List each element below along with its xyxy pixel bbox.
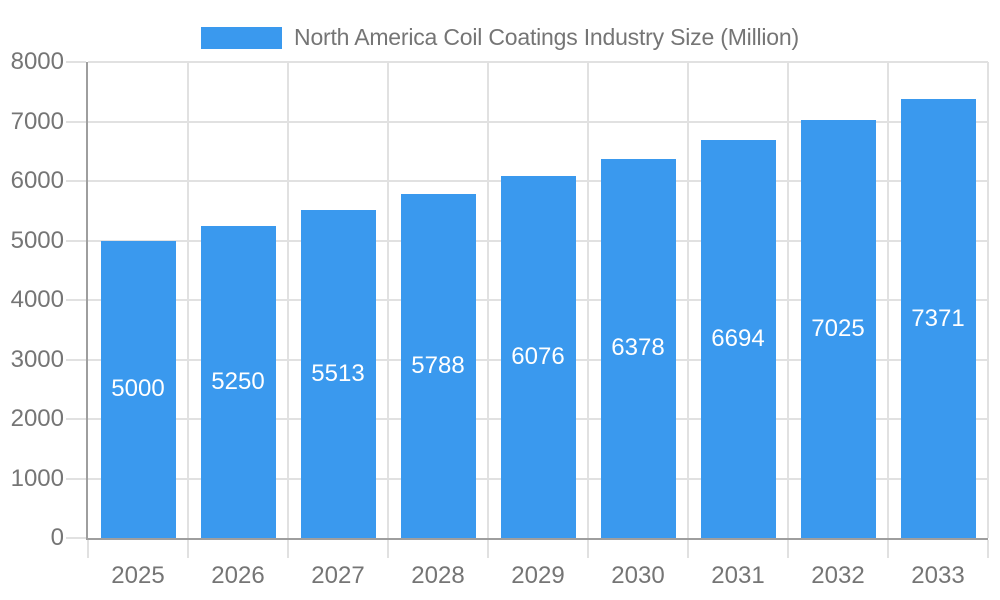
x-tick	[687, 540, 689, 558]
x-axis-label: 2031	[711, 562, 765, 589]
x-axis-label: 2029	[511, 562, 565, 589]
x-gridline	[487, 62, 489, 538]
bar-2025[interactable]: 5000	[100, 240, 176, 538]
x-tick	[987, 540, 989, 558]
bar-value-label: 7025	[811, 315, 865, 342]
y-axis-label: 2000	[10, 405, 64, 432]
legend-swatch	[201, 26, 283, 49]
bar-2032[interactable]: 7025	[800, 120, 876, 538]
x-axis-label: 2030	[611, 562, 665, 589]
bar-value-label: 5000	[111, 375, 165, 403]
legend-label: North America Coil Coatings Industry Siz…	[294, 24, 799, 50]
x-gridline	[587, 62, 589, 538]
bar-2033[interactable]: 7371	[900, 99, 976, 538]
bar-value-label: 5788	[411, 351, 465, 379]
x-axis-label: 2032	[811, 562, 865, 589]
plot-area: 5000 5250 5513 5788 6076 6378 6694 7025 7371	[66, 61, 989, 558]
y-axis-label: 7000	[10, 107, 64, 135]
x-gridline	[987, 62, 989, 538]
x-axis-label: 2033	[911, 562, 965, 589]
bar-2028[interactable]: 5788	[400, 193, 476, 538]
bar-value-label: 6076	[511, 343, 565, 371]
x-tick	[787, 540, 789, 558]
x-gridline	[687, 62, 689, 538]
bar-2031[interactable]: 6694	[700, 139, 776, 538]
x-axis-label: 2025	[111, 562, 165, 589]
y-axis-label: 1000	[10, 464, 64, 492]
y-tick	[66, 418, 86, 420]
bar-value-label: 5513	[311, 359, 365, 387]
y-tick	[66, 120, 86, 123]
y-axis-labels: 0 1000 2000 3000 4000 5000 6000 7000 8000	[0, 48, 64, 551]
x-axis-label: 2027	[311, 562, 365, 589]
x-gridline	[787, 62, 789, 538]
x-axis-label: 2028	[411, 562, 465, 589]
bar-value-label: 7371	[911, 304, 965, 332]
x-tick	[587, 540, 589, 558]
y-axis-label: 3000	[10, 345, 64, 373]
y-tick	[66, 537, 86, 539]
x-axis-label: 2026	[211, 562, 265, 589]
y-gridline	[88, 61, 988, 63]
y-gridline	[88, 120, 988, 123]
x-tick	[887, 540, 889, 558]
y-axis-label: 4000	[10, 286, 64, 313]
y-axis-label: 5000	[10, 226, 64, 254]
y-tick	[66, 358, 86, 361]
x-axis-labels: 2025 2026 2027 2028 2029 2030 2031 2032 2033	[88, 562, 988, 592]
x-gridline	[887, 62, 889, 538]
x-gridline	[187, 62, 189, 538]
bar-2029[interactable]: 6076	[500, 176, 576, 538]
x-tick	[287, 540, 289, 558]
y-axis-label: 0	[50, 524, 64, 551]
bar-value-label: 5250	[211, 367, 265, 395]
y-tick	[66, 180, 86, 182]
bar-value-label: 6378	[611, 334, 665, 362]
y-tick	[66, 61, 86, 63]
bar-2027[interactable]: 5513	[300, 209, 376, 538]
x-tick	[87, 540, 89, 558]
y-tick	[66, 477, 86, 480]
bar-2026[interactable]: 5250	[200, 225, 276, 538]
y-axis-label: 6000	[10, 167, 64, 194]
legend[interactable]: North America Coil Coatings Industry Siz…	[0, 24, 1000, 51]
x-gridline	[287, 62, 289, 538]
y-tick	[66, 239, 86, 242]
x-gridline	[387, 62, 389, 538]
y-tick	[66, 299, 86, 301]
y-axis-label: 8000	[10, 48, 64, 75]
x-tick	[187, 540, 189, 558]
x-tick	[387, 540, 389, 558]
x-tick	[487, 540, 489, 558]
bar-2030[interactable]: 6378	[600, 158, 676, 538]
bar-value-label: 6694	[711, 324, 765, 352]
